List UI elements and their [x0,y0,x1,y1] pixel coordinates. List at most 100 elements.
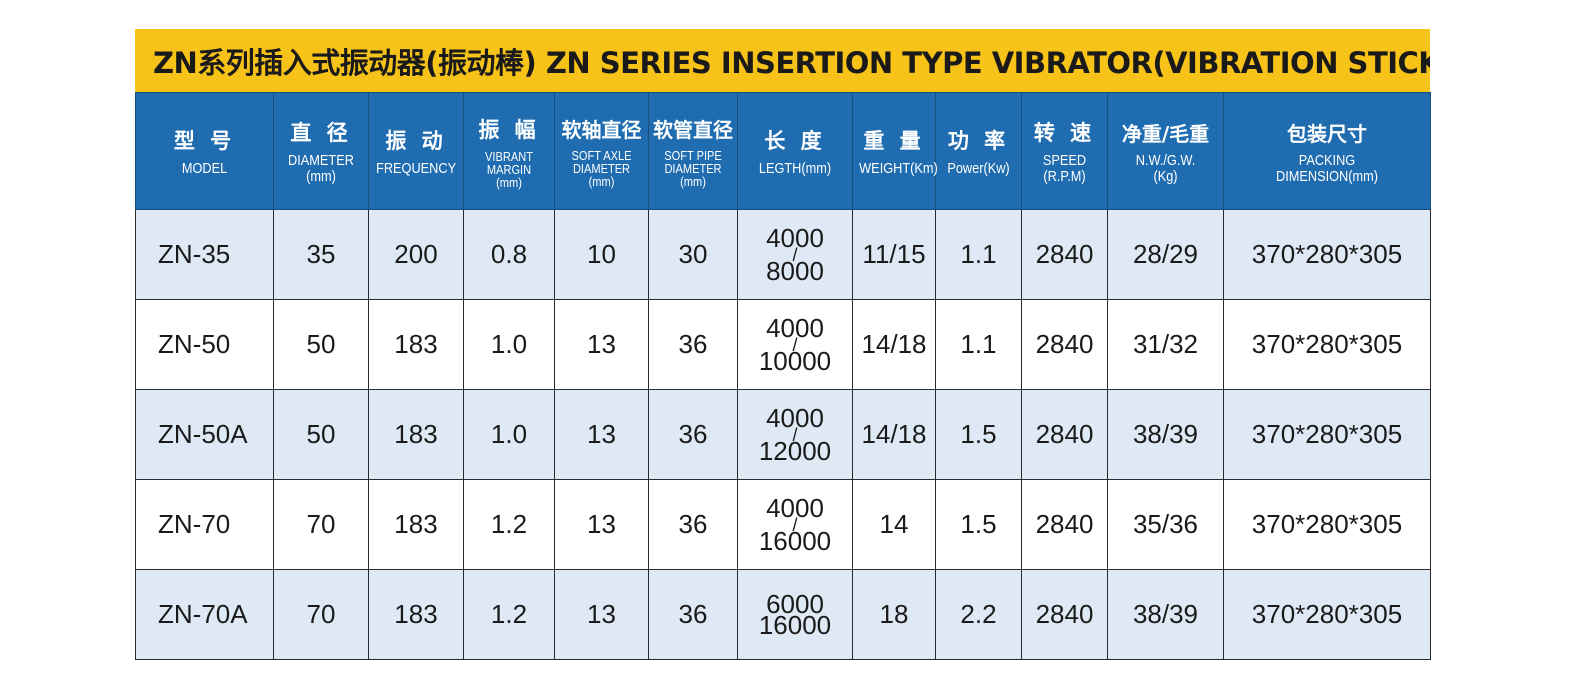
cell-margin: 0.8 [463,209,555,300]
cell-packing: 370*280*305 [1223,209,1431,300]
cell-pipe: 36 [648,299,738,390]
cell-diameter: 50 [273,389,369,480]
cell-power: 1.5 [935,389,1022,480]
column-header-axle: 软轴直径 SOFT AXLE DIAMETER (mm) [554,92,649,210]
column-header-packing: 包装尺寸 PACKING DIMENSION(mm) [1223,92,1431,210]
header-en-label: PACKING DIMENSION(mm) [1276,151,1378,185]
cell-axle: 13 [554,479,649,570]
table-row: ZN-35 35 200 0.8 10 30 4000/8000 11/15 1.1 2840 28… [135,209,1431,300]
length-bottom: 10000 [758,345,832,376]
column-header-model: 型 号 MODEL [135,92,274,210]
cell-axle: 13 [554,299,649,390]
cell-margin: 1.2 [463,479,555,570]
cell-length: 4000/10000 [737,299,853,390]
header-cn-label: 软管直径 [653,118,733,142]
header-en-label: MODEL [181,160,228,177]
cell-pipe: 30 [648,209,738,300]
length-top: 4000 [766,312,824,343]
cell-nwgw: 35/36 [1107,479,1224,570]
header-en-label: DIAMETER (mm) [288,152,354,185]
header-en-label: FREQUENCY [376,160,457,177]
column-header-nwgw: 净重/毛重 N.W./G.W. (Kg) [1107,92,1224,210]
column-header-pipe: 软管直径 SOFT PIPE DIAMETER (mm) [648,92,738,210]
header-cn-label: 型 号 [173,129,236,153]
cell-nwgw: 31/32 [1107,299,1224,390]
cell-length: 4000/16000 [737,479,853,570]
cell-nwgw: 38/39 [1107,569,1224,660]
cell-frequency: 183 [368,299,464,390]
cell-diameter: 70 [273,479,369,570]
cell-speed: 2840 [1021,299,1108,390]
length-bottom: 16000 [758,609,832,640]
cell-frequency: 183 [368,569,464,660]
length-sep: / [792,424,798,445]
length-bottom: 16000 [758,525,832,556]
column-header-speed: 转 速 SPEED (R.P.M) [1021,92,1108,210]
length-bottom: 8000 [766,255,824,286]
cell-frequency: 183 [368,479,464,570]
cell-axle: 13 [554,389,649,480]
cell-margin: 1.2 [463,569,555,660]
table-row: ZN-50A 50 183 1.0 13 36 4000/12000 14/18 1.5 2840… [135,389,1431,480]
cell-nwgw: 38/39 [1107,389,1224,480]
table-row: ZN-70A 70 183 1.2 13 36 6000 16000 18 2.2 2840 38/3… [135,569,1431,660]
cell-packing: 370*280*305 [1223,299,1431,390]
length-sep: / [792,334,798,355]
header-cn-label: 长 度 [764,129,826,153]
column-header-margin: 振 幅 VIBRANT MARGIN (mm) [463,92,555,210]
cell-frequency: 200 [368,209,464,300]
header-cn-label: 振 幅 [478,117,540,142]
cell-nwgw: 28/29 [1107,209,1224,300]
cell-packing: 370*280*305 [1223,479,1431,570]
cell-diameter: 70 [273,569,369,660]
cell-packing: 370*280*305 [1223,569,1431,660]
cell-model: ZN-70A [135,569,274,660]
header-en-label: SOFT PIPE DIAMETER (mm) [664,148,722,189]
length-bottom: 12000 [758,435,832,466]
cell-power: 1.1 [935,299,1022,390]
cell-margin: 1.0 [463,299,555,390]
cell-weight: 11/15 [852,209,936,300]
length-top: 4000 [766,402,824,433]
cell-pipe: 36 [648,569,738,660]
cell-speed: 2840 [1021,389,1108,480]
header-cn-label: 功 率 [947,129,1010,153]
length-sep: / [792,514,798,535]
spec-sheet: ZN系列插入式振动器(振动棒) ZN SERIES INSERTION TYPE… [135,29,1431,660]
cell-model: ZN-70 [135,479,274,570]
cell-power: 1.1 [935,209,1022,300]
cell-pipe: 36 [648,389,738,480]
length-top: 6000 [766,588,824,619]
header-en-label: SPEED (R.P.M) [1042,152,1087,185]
cell-model: ZN-35 [135,209,274,300]
cell-speed: 2840 [1021,479,1108,570]
header-en-label: SOFT AXLE DIAMETER (mm) [571,148,632,189]
cell-weight: 18 [852,569,936,660]
length-top: 4000 [766,492,824,523]
table-row: ZN-50 50 183 1.0 13 36 4000/10000 14/18 1.1 2840 3… [135,299,1431,390]
cell-weight: 14/18 [852,299,936,390]
header-en-label: VIBRANT MARGIN (mm) [485,148,533,190]
cell-length: 4000/12000 [737,389,853,480]
table-title: ZN系列插入式振动器(振动棒) ZN SERIES INSERTION TYPE… [135,29,1430,92]
table-row: ZN-70 70 183 1.2 13 36 4000/16000 14 1.5 2840 35/3… [135,479,1431,570]
header-cn-label: 软轴直径 [561,118,642,142]
cell-packing: 370*280*305 [1223,389,1431,480]
cell-model: ZN-50 [135,299,274,390]
cell-length: 4000/8000 [737,209,853,300]
column-header-length: 长 度 LEGTH(mm) [737,92,853,210]
column-header-frequency: 振 动 FREQUENCY [368,92,464,210]
column-header-weight: 重 量 WEIGHT(Km) [852,92,938,210]
cell-power: 2.2 [935,569,1022,660]
header-cn-label: 直 径 [290,121,352,145]
cell-length: 6000 16000 [737,569,853,660]
header-row: 型 号 MODEL 直 径 DIAMETER (mm) 振 动 FREQUENCY 振 幅 V… [135,92,1431,210]
cell-power: 1.5 [935,479,1022,570]
length-top: 4000 [766,222,824,253]
cell-diameter: 50 [273,299,369,390]
cell-diameter: 35 [273,209,369,300]
cell-axle: 13 [554,569,649,660]
header-en-label: Power(Kw) [947,160,1010,177]
header-cn-label: 振 动 [385,129,447,153]
header-en-label: N.W./G.W. (Kg) [1135,151,1196,185]
